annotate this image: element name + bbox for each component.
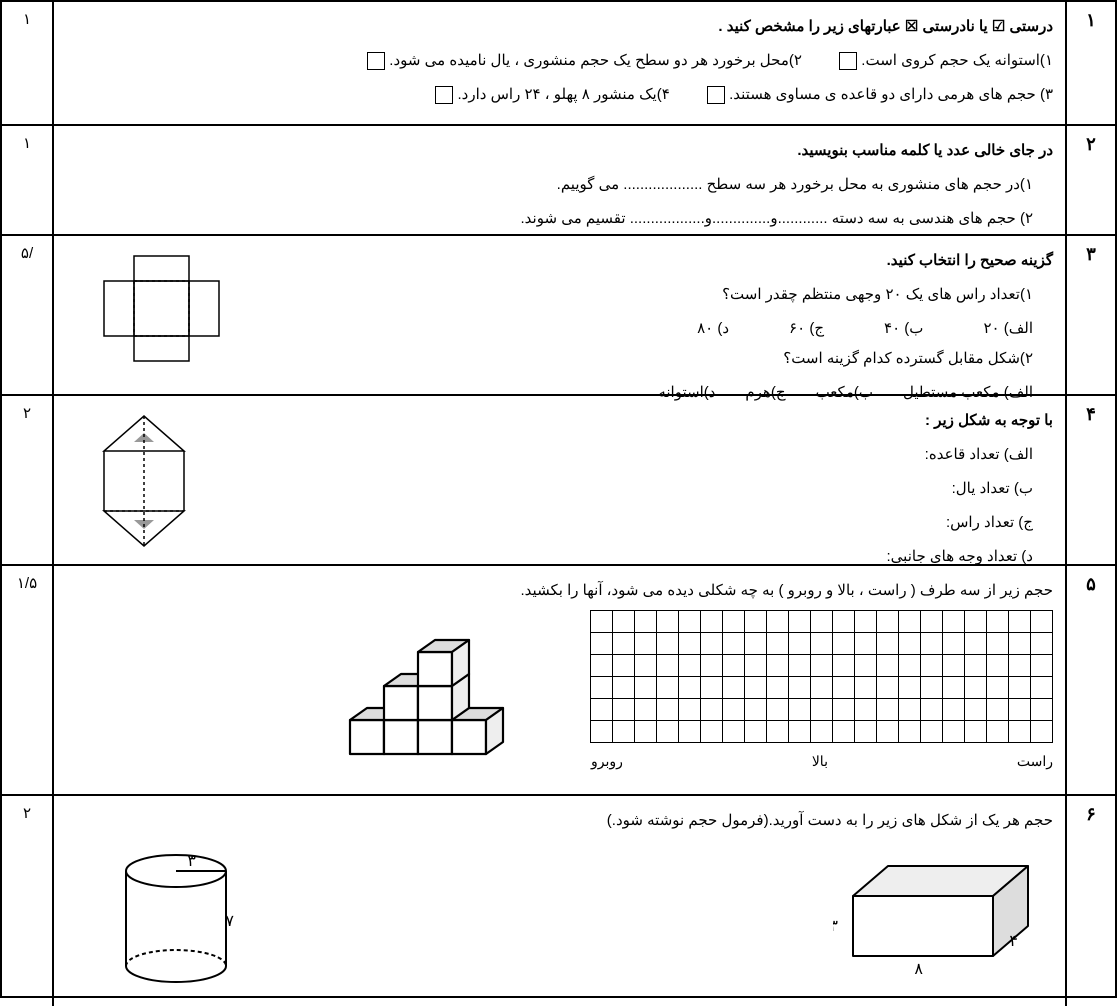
q5-score: ۱/۵ — [2, 566, 52, 794]
q1-s1: ۱)استوانه یک حجم کروی است. — [861, 52, 1053, 69]
answer-grid[interactable] — [590, 610, 1053, 743]
q5-isometric-figure — [340, 610, 560, 790]
prism-height-label: ۳ — [833, 918, 838, 935]
q3-figure-net — [64, 246, 244, 384]
checkbox-icon[interactable] — [839, 52, 857, 70]
checkbox-icon[interactable] — [435, 86, 453, 104]
q5-title: حجم زیر از سه طرف ( راست ، بالا و روبرو … — [66, 576, 1053, 606]
q5-label-right: راست — [1017, 747, 1053, 775]
q2-content: در جای خالی عدد یا کلمه مناسب بنویسید. ۱… — [52, 126, 1065, 234]
q5-content: حجم زیر از سه طرف ( راست ، بالا و روبرو … — [52, 566, 1065, 794]
q1-line1: ۱)استوانه یک حجم کروی است. ۲)محل برخورد … — [66, 46, 1053, 76]
q6-content: حجم هر یک از شکل های زیر را به دست آورید… — [52, 796, 1065, 1006]
q3-score: /۵ — [2, 236, 52, 394]
checkbox-icon[interactable] — [367, 52, 385, 70]
stacked-cubes-icon — [340, 610, 560, 790]
q2-number: ۲ — [1065, 126, 1115, 234]
q6-layout: ۸ ۴ ۳ — [66, 846, 1053, 996]
q2-title: در جای خالی عدد یا کلمه مناسب بنویسید. — [66, 136, 1053, 166]
q3-content: گزینه صحیح را انتخاب کنید. ۱)تعداد راس ه… — [52, 236, 1065, 394]
question-row-3: ۳ گزینه صحیح را انتخاب کنید. ۱)تعداد راس… — [2, 236, 1115, 396]
question-row-4: ۴ با توجه به شکل زیر : الف) تعداد قاعده:… — [2, 396, 1115, 566]
q3-o1a[interactable]: الف) ۲۰ — [983, 314, 1033, 344]
q5-number: ۵ — [1065, 566, 1115, 794]
cylinder-radius-label: ۳ — [187, 853, 196, 870]
q4-title: با توجه به شکل زیر : — [66, 406, 1053, 436]
checkbox-icon[interactable] — [707, 86, 725, 104]
q5-layout: راست بالا روبرو — [66, 610, 1053, 790]
cylinder-height-label: ۷ — [225, 913, 234, 930]
q1-line2: ۳) حجم های هرمی دارای دو قاعده ی مساوی ه… — [66, 80, 1053, 110]
q1-s2: ۲)محل برخورد هر دو سطح یک حجم منشوری ، ی… — [389, 52, 802, 69]
question-row-6: ۶ حجم هر یک از شکل های زیر را به دست آور… — [2, 796, 1115, 1006]
question-row-2: ۲ در جای خالی عدد یا کلمه مناسب بنویسید.… — [2, 126, 1115, 236]
q5-label-top: بالا — [812, 747, 828, 775]
q1-number: ۱ — [1065, 2, 1115, 124]
prism-depth-label: ۴ — [1009, 933, 1018, 950]
q2-s1: ۱)در حجم های منشوری به محل برخورد هر سه … — [66, 170, 1033, 200]
q1-s3: ۳) حجم های هرمی دارای دو قاعده ی مساوی ه… — [729, 86, 1053, 103]
q5-grid-labels: راست بالا روبرو — [591, 747, 1053, 775]
q6-title: حجم هر یک از شکل های زیر را به دست آورید… — [66, 806, 1053, 836]
q4-content: با توجه به شکل زیر : الف) تعداد قاعده: ب… — [52, 396, 1065, 564]
q3-number: ۳ — [1065, 236, 1115, 394]
q1-title: درستی ☑ یا نادرستی ☒ عبارتهای زیر را مشخ… — [66, 12, 1053, 42]
q6-number: ۶ — [1065, 796, 1115, 1006]
worksheet: ۱ درستی ☑ یا نادرستی ☒ عبارتهای زیر را م… — [0, 0, 1117, 998]
cube-net-icon — [84, 246, 244, 376]
cylinder-icon: ۳ ۷ — [106, 846, 256, 996]
q2-score: ۱ — [2, 126, 52, 234]
q6-score: ۲ — [2, 796, 52, 1006]
prism-width-label: ۸ — [914, 961, 923, 976]
q4-figure-prism — [64, 406, 214, 554]
q6-cylinder-figure: ۳ ۷ — [106, 846, 256, 996]
q4-number: ۴ — [1065, 396, 1115, 564]
q3-o1b[interactable]: ب) ۴۰ — [884, 314, 923, 344]
q1-s4: ۴)یک منشور ۸ پهلو ، ۲۴ راس دارد. — [457, 86, 669, 103]
q1-content: درستی ☑ یا نادرستی ☒ عبارتهای زیر را مشخ… — [52, 2, 1065, 124]
q3-o1d[interactable]: د) ۸۰ — [697, 314, 729, 344]
q2-s2: ۲) حجم های هندسی به سه دسته ............… — [66, 204, 1033, 234]
q5-label-front: روبرو — [591, 747, 623, 775]
q6-prism-figure: ۸ ۴ ۳ — [833, 846, 1053, 976]
triangular-prism-icon — [74, 406, 214, 556]
q1-score: ۱ — [2, 2, 52, 124]
q5-grid-area: راست بالا روبرو — [590, 610, 1053, 775]
q3-o1c[interactable]: ج) ۶۰ — [789, 314, 824, 344]
q4-score: ۲ — [2, 396, 52, 564]
question-row-5: ۵ حجم زیر از سه طرف ( راست ، بالا و روبر… — [2, 566, 1115, 796]
rectangular-prism-icon: ۸ ۴ ۳ — [833, 846, 1053, 976]
question-row-1: ۱ درستی ☑ یا نادرستی ☒ عبارتهای زیر را م… — [2, 2, 1115, 126]
